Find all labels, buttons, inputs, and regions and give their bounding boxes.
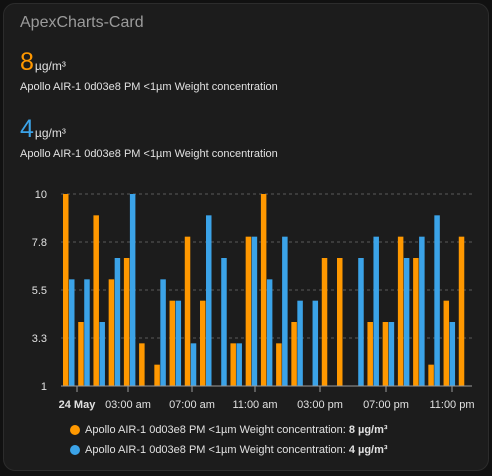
state-unit: µg/m³ [34, 59, 66, 73]
bar [358, 258, 364, 386]
bar [123, 258, 130, 386]
card-title: ApexCharts-Card [20, 14, 144, 31]
legend-item-blue[interactable]: Apollo AIR-1 0d03e8 PM <1µm Weight conce… [70, 440, 388, 460]
bar [282, 236, 288, 386]
bar [221, 258, 227, 386]
bar [230, 343, 236, 386]
bar [114, 258, 121, 386]
x-tick-label: 03:00 am [105, 399, 151, 411]
legend-marker [70, 445, 80, 455]
bar [169, 300, 176, 386]
bar [63, 194, 69, 386]
legend-value: 8 µg/m³ [348, 424, 388, 436]
bar [397, 236, 404, 386]
bar [382, 322, 389, 386]
bar [373, 236, 379, 386]
bar [297, 300, 303, 386]
y-tick-label: 10 [35, 189, 47, 201]
bar [84, 279, 90, 386]
x-tick-label: 11:00 am [232, 399, 277, 411]
state-unit: µg/m³ [34, 126, 66, 140]
state-pm1-blue[interactable]: 4µg/m³ Apollo AIR-1 0d03e8 PM <1µm Weigh… [20, 115, 278, 160]
bar [69, 279, 75, 386]
bar [78, 322, 84, 386]
legend-label: Apollo AIR-1 0d03e8 PM <1µm Weight conce… [85, 424, 346, 436]
bar [99, 322, 105, 386]
state-value: 8 [20, 48, 34, 76]
bar [428, 364, 434, 386]
bar [443, 300, 450, 386]
bar [276, 343, 282, 386]
legend-marker [70, 425, 80, 435]
bar [160, 279, 166, 386]
bar [449, 322, 456, 386]
bar [434, 215, 440, 386]
bar [458, 236, 465, 386]
bar [291, 322, 297, 386]
legend-label: Apollo AIR-1 0d03e8 PM <1µm Weight conce… [85, 444, 346, 456]
bar [388, 322, 395, 386]
bar [245, 236, 252, 386]
bar [413, 258, 419, 386]
bar [260, 194, 267, 386]
bar [312, 300, 319, 386]
bar [190, 343, 197, 386]
bar [321, 258, 328, 386]
bar [266, 279, 273, 386]
x-tick-label: 11:00 pm [429, 399, 474, 411]
bar [206, 215, 212, 386]
bar [236, 343, 242, 386]
bar [129, 194, 136, 386]
state-pm1-orange[interactable]: 8µg/m³ Apollo AIR-1 0d03e8 PM <1µm Weigh… [20, 48, 278, 93]
bar [403, 258, 410, 386]
legend-item-orange[interactable]: Apollo AIR-1 0d03e8 PM <1µm Weight conce… [70, 420, 388, 440]
x-tick-label: 07:00 pm [363, 399, 409, 411]
bar [154, 364, 160, 386]
state-value: 4 [20, 115, 34, 143]
x-tick-label: 24 May [59, 399, 97, 411]
apexcharts-card: ApexCharts-Card 8µg/m³ Apollo AIR-1 0d03… [3, 3, 489, 471]
y-tick-label: 1 [41, 381, 47, 393]
bar [419, 236, 425, 386]
bar [139, 343, 145, 386]
bar [367, 322, 373, 386]
x-tick-label: 03:00 pm [297, 399, 343, 411]
chart-legend: Apollo AIR-1 0d03e8 PM <1µm Weight conce… [70, 420, 388, 460]
y-tick-label: 3.3 [32, 333, 47, 345]
bar [108, 279, 115, 386]
y-tick-label: 7.8 [32, 237, 47, 249]
x-tick-label: 07:00 am [169, 399, 215, 411]
state-name: Apollo AIR-1 0d03e8 PM <1µm Weight conce… [20, 81, 278, 93]
bar [251, 236, 258, 386]
bar [184, 236, 191, 386]
bar [93, 215, 99, 386]
y-tick-label: 5.5 [32, 285, 47, 297]
bar [200, 300, 206, 386]
state-name: Apollo AIR-1 0d03e8 PM <1µm Weight conce… [20, 148, 278, 160]
legend-value: 4 µg/m³ [348, 444, 388, 456]
bar [175, 300, 182, 386]
bar [337, 258, 343, 386]
bar-chart: 10 7.8 5.5 3.3 1 24 May 03:00 am 07:00 am 11:00 … [32, 189, 475, 411]
